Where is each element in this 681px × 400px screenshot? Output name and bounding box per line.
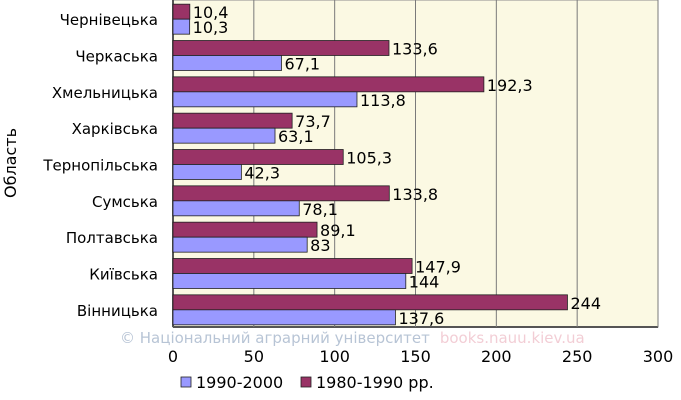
bar xyxy=(172,76,485,93)
bar xyxy=(172,200,300,217)
bar xyxy=(172,40,390,56)
category-label: Чернівецька xyxy=(60,11,158,29)
category-label: Хмельницька xyxy=(52,84,158,102)
category-label: Полтавська xyxy=(66,229,158,247)
x-tick-label: 100 xyxy=(319,347,350,366)
legend-label: 1990-2000 xyxy=(196,373,283,392)
category-label: Сумська xyxy=(92,193,158,211)
data-label: 67,1 xyxy=(284,55,320,74)
category-label: Харківська xyxy=(72,120,158,138)
bar xyxy=(172,112,293,129)
x-tick-label: 50 xyxy=(244,347,264,366)
data-label: 63,1 xyxy=(278,127,314,146)
bar xyxy=(172,273,407,289)
data-label: 137,6 xyxy=(398,309,444,328)
data-label: 73,7 xyxy=(295,112,331,131)
category-label: Вінницька xyxy=(77,302,158,320)
bar xyxy=(172,185,390,202)
bar xyxy=(172,3,191,20)
x-tick-label: 300 xyxy=(643,347,674,366)
data-label: 192,3 xyxy=(487,76,533,95)
bar xyxy=(172,149,344,165)
bar xyxy=(172,127,276,144)
bar xyxy=(172,91,358,108)
bar xyxy=(172,258,413,274)
bar xyxy=(172,294,568,311)
data-label: 10,4 xyxy=(193,3,229,22)
data-label: 105,3 xyxy=(346,149,392,168)
data-label: 133,6 xyxy=(392,40,438,59)
data-label: 89,1 xyxy=(320,221,356,240)
bar xyxy=(172,221,318,238)
category-label: Тернопільська xyxy=(42,157,158,175)
data-label: 113,8 xyxy=(360,91,406,110)
category-label: Київська xyxy=(89,266,158,284)
data-label: 244 xyxy=(570,294,601,313)
bar xyxy=(172,164,242,180)
legend-swatch xyxy=(300,376,312,388)
y-axis-title: Область xyxy=(1,128,20,198)
data-label: 10,3 xyxy=(193,18,229,37)
legend-label: 1980-1990 рр. xyxy=(316,373,434,392)
data-label: 144 xyxy=(409,273,440,292)
bar xyxy=(172,236,308,253)
bar xyxy=(172,18,191,35)
x-tick-label: 200 xyxy=(481,347,512,366)
bar xyxy=(172,309,396,326)
category-label: Черкаська xyxy=(75,48,158,66)
x-tick-label: 0 xyxy=(168,347,178,366)
bar xyxy=(172,55,282,71)
data-label: 147,9 xyxy=(415,258,461,277)
x-tick-label: 150 xyxy=(400,347,431,366)
x-tick-label: 250 xyxy=(562,347,593,366)
data-label: 83 xyxy=(310,236,330,255)
data-label: 42,3 xyxy=(244,164,280,183)
data-label: 78,1 xyxy=(302,200,338,219)
data-label: 133,8 xyxy=(392,185,438,204)
watermark: © Національний аграрний університет books… xyxy=(120,329,585,347)
legend-swatch xyxy=(180,376,192,388)
watermark-text: © Національний аграрний університет xyxy=(120,329,430,347)
watermark-url: books.nauu.kiev.ua xyxy=(439,329,585,347)
